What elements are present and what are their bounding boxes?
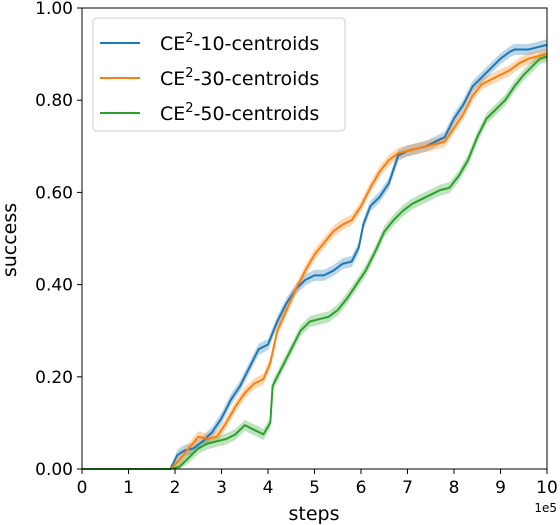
legend: CE2-10-centroidsCE2-30-centroidsCE2-50-c… [92,17,346,132]
legend-box [92,17,346,132]
legend-label-superscript: 2 [185,31,193,46]
series-line-3 [82,55,548,470]
y-tick-label: 0.00 [35,460,73,480]
x-tick-label: 3 [216,478,227,498]
x-tick-label: 2 [170,478,181,498]
confidence-bands [82,39,547,470]
x-tick-label: 10 [536,478,558,498]
x-tick-label: 4 [263,478,274,498]
x-axis-title: steps [289,503,340,525]
series-band-1 [82,39,547,470]
x-axis-ticks: 0 1 2 3 4 5 6 7 8 9 10 [77,469,558,498]
x-axis-offset-label: 1e5 [534,501,557,515]
x-tick-label: 8 [449,478,460,498]
legend-label-base: CE [160,68,185,90]
legend-label: CE2-30-centroids [160,66,319,90]
x-tick-label: 5 [309,478,320,498]
y-tick-label: 0.60 [35,183,73,203]
legend-label-base: CE [160,103,185,125]
x-tick-label: 6 [356,478,367,498]
legend-label: CE2-50-centroids [160,101,319,125]
y-tick-label: 1.00 [35,0,73,19]
y-tick-label: 0.80 [35,91,73,111]
y-tick-label: 0.20 [35,368,73,388]
x-tick-label: 7 [402,478,413,498]
y-tick-label: 0.40 [35,276,73,296]
x-tick-label: 9 [495,478,506,498]
legend-label-superscript: 2 [185,66,193,81]
legend-label-rest: -10-centroids [194,33,320,55]
legend-label-base: CE [160,33,185,55]
series-band-2 [82,48,547,469]
x-tick-label: 1 [123,478,134,498]
series-line-1 [82,43,548,470]
legend-label-superscript: 2 [185,101,193,116]
legend-label-rest: -30-centroids [194,68,320,90]
series-line-2 [82,53,548,470]
x-tick-label: 0 [77,478,88,498]
y-axis-title: success [0,203,21,277]
series-lines [82,43,548,470]
y-axis-ticks: 0.00 0.20 0.40 0.60 0.80 1.00 [35,0,82,480]
legend-label: CE2-10-centroids [160,31,319,55]
legend-label-rest: -50-centroids [194,103,320,125]
